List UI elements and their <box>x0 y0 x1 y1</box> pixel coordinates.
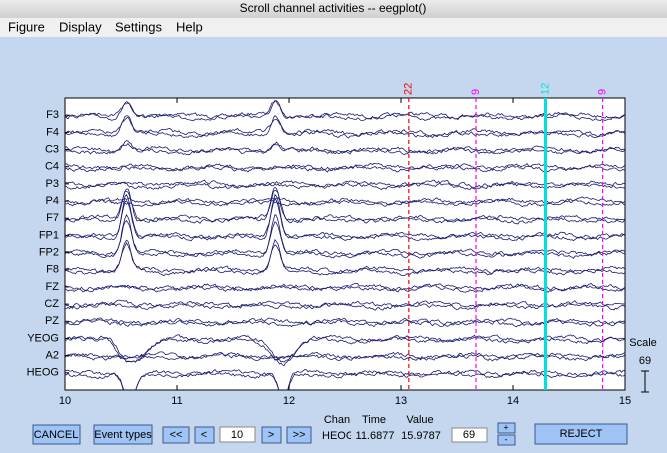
next-button[interactable]: > <box>261 426 282 444</box>
eeg-trace <box>65 164 625 173</box>
cancel-button[interactable]: CANCEL <box>32 424 81 445</box>
channel-label: FZ <box>46 281 60 293</box>
eeg-trace <box>65 100 625 122</box>
channel-label: C3 <box>45 143 59 155</box>
button-label: CANCEL <box>34 429 79 441</box>
scale-value: 69 <box>639 355 651 367</box>
channel-label: C4 <box>45 161 59 173</box>
eeg-trace <box>65 368 625 390</box>
x-tick-label: 10 <box>59 395 71 407</box>
plus-button[interactable]: + <box>497 422 516 434</box>
eeg-trace <box>65 213 625 259</box>
overlay: 10 11 12 13 14 15 F3 F4 C3 C4 P3 P4 F7 FP1 FP2 F8 FZ CZ PZ… <box>27 83 632 407</box>
channel-label: F8 <box>46 264 59 276</box>
time-value: 11.6877 <box>356 430 395 442</box>
menu-item[interactable]: Figure <box>8 19 45 34</box>
eeg-trace <box>65 242 625 275</box>
chan-clip: HEOG <box>322 430 354 442</box>
button-label: REJECT <box>560 428 603 440</box>
eeg-trace <box>65 353 625 362</box>
input-text: 10 <box>231 429 243 441</box>
value-label: Value <box>406 414 433 426</box>
menu-item[interactable]: Display <box>59 19 102 34</box>
event-label: 9 <box>597 89 609 95</box>
eeg-trace <box>65 199 625 208</box>
channel-label: YEOG <box>27 332 59 344</box>
eeg-trace <box>65 299 625 309</box>
channel-label: P4 <box>46 195 59 207</box>
eeg-trace <box>65 186 625 225</box>
x-tick-label: 11 <box>171 395 182 407</box>
window-title: Scroll channel activities -- eegplot() <box>240 1 427 15</box>
window-start-input[interactable] <box>219 426 256 443</box>
eeg-trace <box>65 284 625 293</box>
reject-button[interactable]: REJECT <box>534 423 628 445</box>
event-label: 12 <box>539 83 551 95</box>
scale-label: Scale <box>629 337 657 349</box>
channel-label: FP2 <box>39 246 59 258</box>
menu-item[interactable]: Help <box>176 19 203 34</box>
eeg-trace <box>65 282 625 292</box>
plot-area <box>64 97 626 391</box>
button-label: >> <box>293 429 306 441</box>
first-button[interactable]: << <box>162 426 190 444</box>
eeg-trace <box>65 319 625 328</box>
button-label: > <box>268 429 274 441</box>
eeg-trace <box>65 193 625 242</box>
button-label: + <box>503 422 508 432</box>
eeg-trace <box>65 140 625 156</box>
button-label: - <box>505 434 508 444</box>
eeg-trace <box>65 302 625 311</box>
eeg-trace <box>65 181 625 191</box>
channel-label: PZ <box>45 315 59 327</box>
x-tick-label: 14 <box>507 395 519 407</box>
eeg-trace <box>65 370 625 390</box>
eeg-trace <box>65 99 625 120</box>
channel-label: F3 <box>46 109 59 121</box>
eeg-trace <box>65 351 625 360</box>
x-tick-label: 15 <box>619 395 631 407</box>
title-bar <box>0 0 667 18</box>
event-types-button[interactable]: Event types <box>93 424 153 445</box>
channel-label: F4 <box>46 126 59 138</box>
prev-button[interactable]: < <box>194 426 215 444</box>
channel-label: F7 <box>46 212 59 224</box>
channel-label: FP1 <box>39 229 59 241</box>
menu-bar <box>0 18 667 37</box>
input-text: 69 <box>463 429 475 441</box>
eeg-trace <box>65 238 625 277</box>
button-label: Event types <box>94 429 152 441</box>
channel-label: HEOG <box>27 367 59 379</box>
x-tick-label: 12 <box>283 395 295 407</box>
channel-label: P3 <box>46 178 59 190</box>
channel-label: A2 <box>46 350 59 362</box>
scale-bar <box>641 370 649 393</box>
event-label: 9 <box>470 89 482 95</box>
chan-label: Chan <box>324 414 350 426</box>
event-label: 22 <box>403 83 415 95</box>
x-tick-label: 13 <box>395 395 407 407</box>
time-label: Time <box>362 414 386 426</box>
value-value: 15.9787 <box>401 430 441 442</box>
eeg-trace <box>65 219 625 257</box>
eeg-trace <box>65 115 625 139</box>
channel-label: CZ <box>44 298 59 310</box>
menu-item[interactable]: Settings <box>115 19 162 34</box>
eeg-trace <box>65 336 625 367</box>
scale-input[interactable] <box>451 427 488 443</box>
traces <box>65 99 625 390</box>
eeg-trace <box>65 142 625 154</box>
eeg-trace <box>65 179 625 189</box>
minus-button[interactable]: - <box>497 434 516 446</box>
chan-value: HEOG <box>322 430 354 442</box>
button-label: << <box>170 429 183 441</box>
last-button[interactable]: >> <box>286 426 312 444</box>
button-label: < <box>201 429 207 441</box>
